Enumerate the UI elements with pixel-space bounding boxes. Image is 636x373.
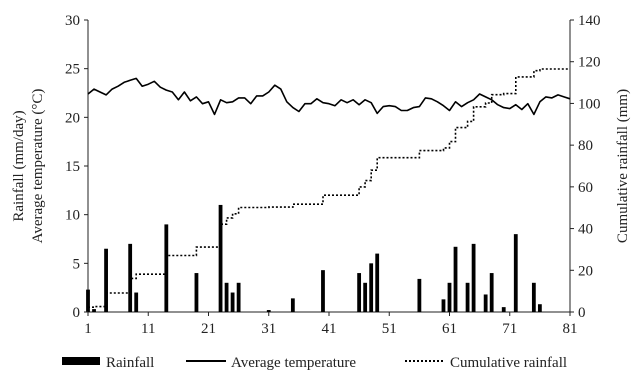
rainfall-bar xyxy=(501,307,506,312)
left-tick-label: 15 xyxy=(65,159,80,175)
right-axis-ticks: 0 20 40 60 80 100 120 140 xyxy=(570,13,601,321)
x-tick-label: 61 xyxy=(442,321,457,337)
rainfall-bar xyxy=(266,310,271,312)
legend: Rainfall Average temperature Cumulative … xyxy=(62,355,567,371)
x-tick-label: 41 xyxy=(322,321,337,337)
legend-swatch-rainfall xyxy=(62,357,100,365)
rainfall-bar xyxy=(128,243,133,312)
rainfall-bar xyxy=(537,304,542,312)
legend-label-rainfall: Rainfall xyxy=(106,355,154,371)
left-tick-label: 20 xyxy=(65,110,80,126)
rainfall-bar xyxy=(471,243,476,312)
right-tick-label: 20 xyxy=(578,263,593,279)
right-tick-label: 40 xyxy=(578,222,593,238)
x-tick-label: 11 xyxy=(141,321,155,337)
left-tick-label: 5 xyxy=(73,256,81,272)
rainfall-bar xyxy=(134,292,139,312)
rainfall-bar xyxy=(483,294,488,312)
left-axis-label-temperature: Average temperature (°C) xyxy=(30,89,46,244)
rainfall-bar xyxy=(441,299,446,312)
rainfall-bar xyxy=(357,273,362,312)
rainfall-bar xyxy=(453,246,458,312)
right-tick-label: 60 xyxy=(578,180,593,196)
rainfall-bar xyxy=(531,282,536,312)
rainfall-bar xyxy=(375,253,380,312)
rainfall-bar xyxy=(513,234,518,312)
left-tick-label: 25 xyxy=(65,62,80,78)
rainfall-bar xyxy=(92,309,96,312)
right-axis-label: Cumulative rainfall (mm) xyxy=(615,89,631,243)
rainfall-bar xyxy=(489,273,494,312)
rainfall-bar xyxy=(224,282,229,312)
rainfall-bar xyxy=(230,292,235,312)
right-tick-label: 0 xyxy=(578,305,586,321)
left-tick-label: 0 xyxy=(73,305,81,321)
rainfall-bar xyxy=(194,273,199,312)
rainfall-bars xyxy=(86,204,542,312)
rainfall-bar xyxy=(447,282,452,312)
x-tick-label: 1 xyxy=(84,321,92,337)
left-tick-label: 10 xyxy=(65,208,80,224)
left-axis-label-rainfall: Rainfall (mm/day) xyxy=(11,110,27,221)
legend-label-cumulative: Cumulative rainfall xyxy=(450,355,567,371)
series-lines xyxy=(87,68,571,309)
right-tick-label: 80 xyxy=(578,138,593,154)
rainfall-bar xyxy=(290,298,295,312)
x-tick-label: 31 xyxy=(261,321,276,337)
rainfall-bar xyxy=(321,270,325,312)
right-tick-label: 120 xyxy=(578,55,601,71)
x-tick-label: 21 xyxy=(201,321,216,337)
x-tick-label: 81 xyxy=(563,321,578,337)
x-tick-label: 51 xyxy=(382,321,397,337)
plot-frame xyxy=(87,20,571,313)
right-tick-label: 140 xyxy=(578,13,601,29)
temperature-line xyxy=(87,77,571,116)
left-axis-ticks: 0 5 10 15 20 25 30 xyxy=(65,13,88,321)
x-axis-ticks: 1 11 21 31 41 51 61 71 81 xyxy=(84,312,578,337)
legend-label-temperature: Average temperature xyxy=(231,355,356,371)
rainfall-bar xyxy=(369,263,374,312)
rainfall-bar xyxy=(236,282,241,312)
rainfall-bar xyxy=(417,278,422,312)
right-tick-label: 100 xyxy=(578,96,601,112)
x-tick-label: 71 xyxy=(502,321,517,337)
rainfall-bar xyxy=(218,204,223,312)
rainfall-bar xyxy=(104,248,108,312)
rainfall-bar xyxy=(465,282,470,312)
rainfall-bar xyxy=(86,289,90,312)
left-tick-label: 30 xyxy=(65,13,80,29)
rainfall-bar xyxy=(363,282,368,312)
